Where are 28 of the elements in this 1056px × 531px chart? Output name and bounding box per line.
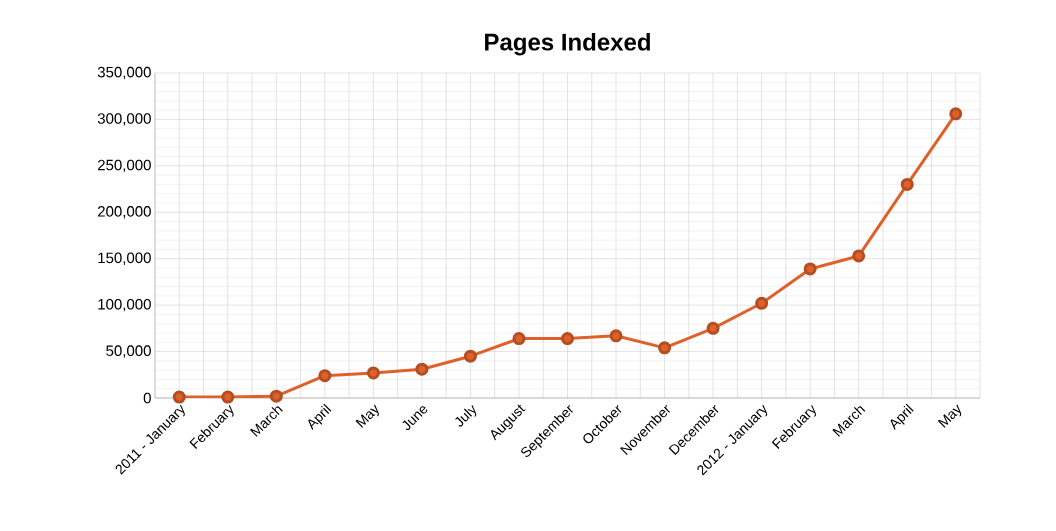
point <box>463 349 477 363</box>
y-tick-label: 0 <box>143 392 151 404</box>
point <box>172 390 186 404</box>
chart-title: Pages Indexed <box>485 32 650 56</box>
point <box>512 332 526 346</box>
point <box>706 321 720 335</box>
point <box>221 390 235 404</box>
point <box>803 262 817 276</box>
y-tick-label: 50,000 <box>106 345 151 358</box>
y-tick-label: 350,000 <box>97 66 151 80</box>
point <box>755 296 769 310</box>
x-tick-label: May <box>355 404 379 428</box>
point <box>900 177 914 191</box>
point <box>318 369 332 383</box>
point <box>658 341 672 355</box>
y-tick-label: 100,000 <box>98 298 151 312</box>
point <box>852 249 866 263</box>
point <box>561 332 575 346</box>
point <box>366 366 380 380</box>
y-tick-label: 250,000 <box>98 159 151 173</box>
y-tick-label: 200,000 <box>98 206 151 219</box>
x-tick-label: July <box>455 404 477 427</box>
point <box>269 389 283 403</box>
point <box>609 329 623 343</box>
point <box>415 362 429 376</box>
point <box>949 107 963 121</box>
y-tick-label: 150,000 <box>98 252 151 265</box>
y-tick-label: 300,000 <box>97 113 151 126</box>
